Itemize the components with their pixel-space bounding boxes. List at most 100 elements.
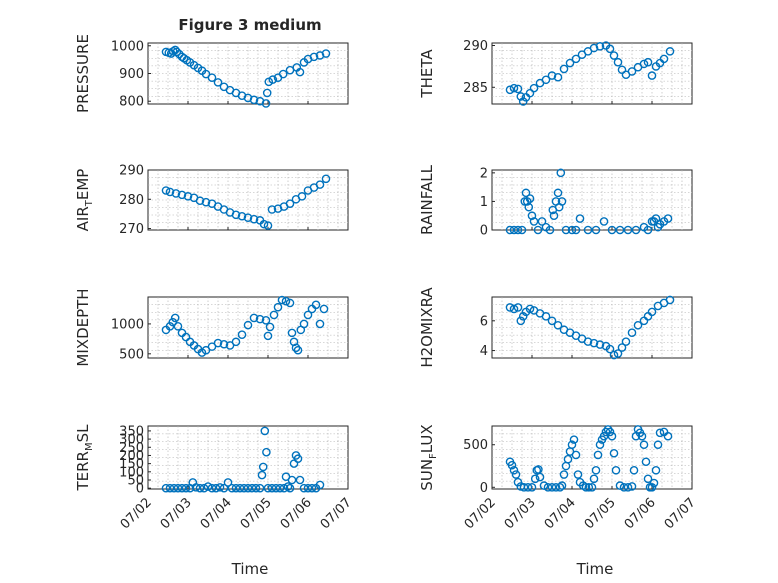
data-point [533, 225, 543, 235]
x-tick-label: 07/04 [542, 495, 579, 532]
data-point [623, 482, 633, 492]
data-point [213, 338, 223, 348]
scatter-series-sun_flux [505, 425, 673, 492]
y-tick-label: 350 [119, 424, 144, 439]
data-point [651, 465, 661, 475]
data-point [643, 225, 653, 235]
data-point [207, 73, 217, 82]
y-axis-label: MIXDEPTH [74, 288, 92, 366]
y-tick-label: 280 [119, 193, 144, 208]
data-point [259, 219, 269, 229]
data-point [231, 337, 241, 347]
y-tick-label: 500 [119, 347, 144, 362]
data-point [201, 345, 211, 355]
data-point [529, 83, 539, 93]
data-point [527, 211, 537, 221]
y-tick-label: 500 [463, 438, 488, 453]
scatter-series-mixdepth [161, 295, 329, 357]
data-point [211, 483, 221, 493]
y-axis-label: PRESSURE [74, 34, 92, 113]
data-point [643, 474, 653, 484]
data-point [557, 481, 567, 490]
data-point [605, 344, 615, 354]
y-tick-label: 1000 [111, 39, 144, 54]
data-point [551, 482, 561, 492]
y-tick-label: 100 [119, 465, 144, 480]
data-point [191, 483, 201, 492]
data-point [251, 483, 261, 493]
data-point [247, 483, 257, 493]
data-point [530, 474, 540, 484]
data-point [613, 57, 623, 67]
data-point [621, 337, 631, 346]
y-tick-label: 200 [119, 449, 144, 464]
y-tick-label: 0 [480, 481, 488, 496]
data-point [231, 483, 241, 493]
data-point [516, 316, 526, 326]
data-point [507, 460, 517, 470]
data-point [537, 217, 547, 226]
data-point [545, 225, 555, 235]
data-point [627, 328, 637, 338]
data-point [168, 317, 178, 327]
data-point [615, 481, 625, 490]
x-tick-label: 07/06 [278, 495, 315, 532]
data-point [555, 482, 565, 492]
data-point [170, 313, 180, 323]
data-point [605, 44, 615, 54]
x-tick-label: 07/02 [118, 495, 155, 532]
data-point [174, 49, 184, 59]
x-tick-label: 07/03 [158, 495, 195, 532]
data-point [589, 338, 599, 348]
scatter-series-pressure [161, 45, 331, 108]
y-tick-label: 2 [480, 166, 488, 181]
data-point [319, 304, 329, 314]
data-point [249, 313, 259, 323]
data-point [283, 482, 293, 491]
data-point [287, 475, 297, 485]
data-point [225, 341, 235, 350]
data-point [649, 478, 659, 488]
data-point [595, 440, 605, 450]
x-tick-label: 07/07 [662, 495, 699, 532]
data-point [261, 316, 271, 325]
data-point [177, 190, 187, 200]
data-point [615, 225, 625, 235]
data-point [223, 478, 233, 487]
data-point [315, 180, 325, 189]
data-point [269, 310, 279, 320]
x-tick-label: 07/04 [198, 495, 235, 532]
data-point [275, 483, 285, 493]
scatter-series-rainfall [505, 168, 673, 235]
x-axis-label-left: Time [231, 560, 269, 578]
data-point [505, 303, 515, 312]
data-point [277, 295, 287, 305]
y-tick-label: 290 [463, 39, 488, 54]
data-point [227, 483, 237, 493]
data-point [603, 425, 613, 434]
data-point [581, 482, 591, 492]
data-point [573, 470, 583, 479]
data-point [543, 482, 553, 492]
x-tick-label: 07/05 [238, 495, 275, 532]
data-point [509, 83, 519, 93]
data-point [559, 64, 569, 74]
data-point [623, 225, 633, 235]
y-tick-label: 300 [119, 433, 144, 448]
data-point [285, 298, 295, 308]
data-point [611, 465, 621, 475]
data-point [505, 225, 515, 235]
data-point [589, 43, 599, 53]
data-point [513, 303, 523, 312]
data-point [257, 470, 267, 480]
data-point [171, 189, 181, 198]
data-point [285, 483, 295, 493]
data-point [165, 483, 175, 493]
data-point [557, 197, 567, 206]
data-point [595, 42, 605, 51]
data-point [639, 59, 649, 69]
data-point [315, 319, 325, 329]
y-tick-label: 1000 [111, 317, 144, 332]
data-point [547, 316, 557, 326]
